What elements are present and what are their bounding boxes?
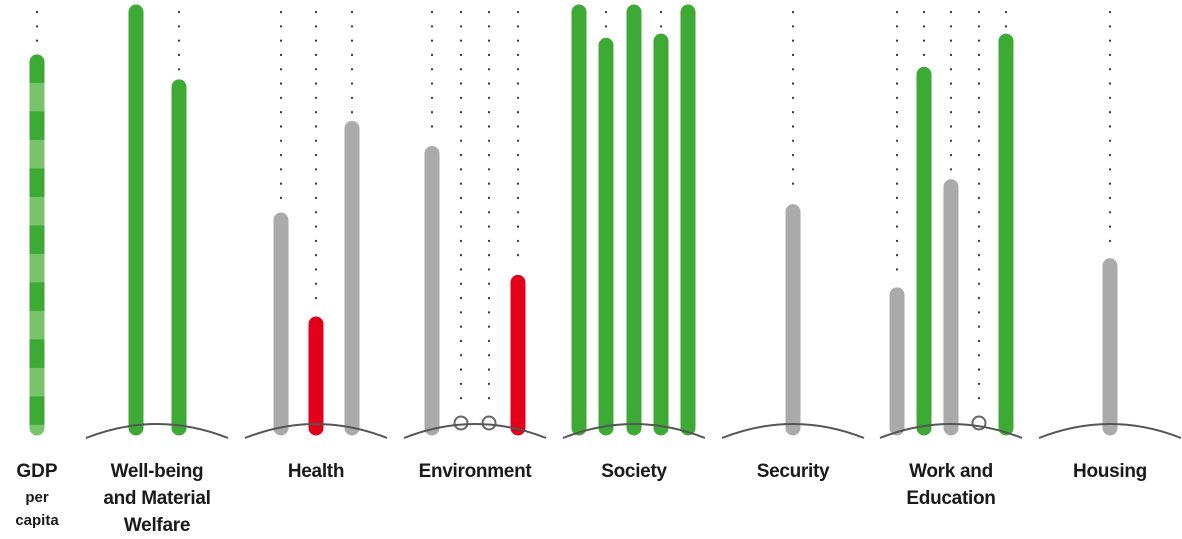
category-label-line: Health: [287, 461, 345, 482]
no-data-marker: [453, 415, 469, 431]
gdp-bar: [29, 54, 45, 436]
category-label: Housing: [1035, 458, 1182, 485]
category-label-line: Welfare: [123, 515, 191, 536]
gdp-label-line: per: [25, 489, 49, 506]
category-label: Work and Education: [876, 458, 1026, 512]
category-bracket: [403, 423, 547, 439]
gdp-label: GDP per capita: [7, 458, 67, 533]
category-bracket: [244, 423, 388, 439]
category-label-line: Education: [906, 488, 996, 509]
category-label-line: Security: [756, 461, 830, 482]
category-label: Society: [559, 458, 709, 485]
category-label-line: and Material: [103, 488, 211, 509]
gdp-label-line: capita: [15, 512, 59, 529]
category-bracket: [85, 423, 229, 439]
category-label-line: Work and: [909, 461, 993, 482]
category-label-line: Society: [601, 461, 667, 482]
gdp-label-line: GDP: [16, 461, 58, 482]
category-label-line: Environment: [418, 461, 532, 482]
category-bracket: [562, 423, 706, 439]
category-bracket: [721, 423, 865, 439]
no-data-marker: [481, 415, 497, 431]
category-label: Security: [718, 458, 868, 485]
category-label: Well-being and Material Welfare: [82, 458, 232, 539]
category-label: Health: [241, 458, 391, 485]
category-label: Environment: [400, 458, 550, 485]
category-bracket: [1038, 423, 1182, 439]
category-label-line: Well-being: [110, 461, 204, 482]
category-label-line: Housing: [1073, 461, 1147, 482]
category-bracket: [879, 423, 1023, 439]
